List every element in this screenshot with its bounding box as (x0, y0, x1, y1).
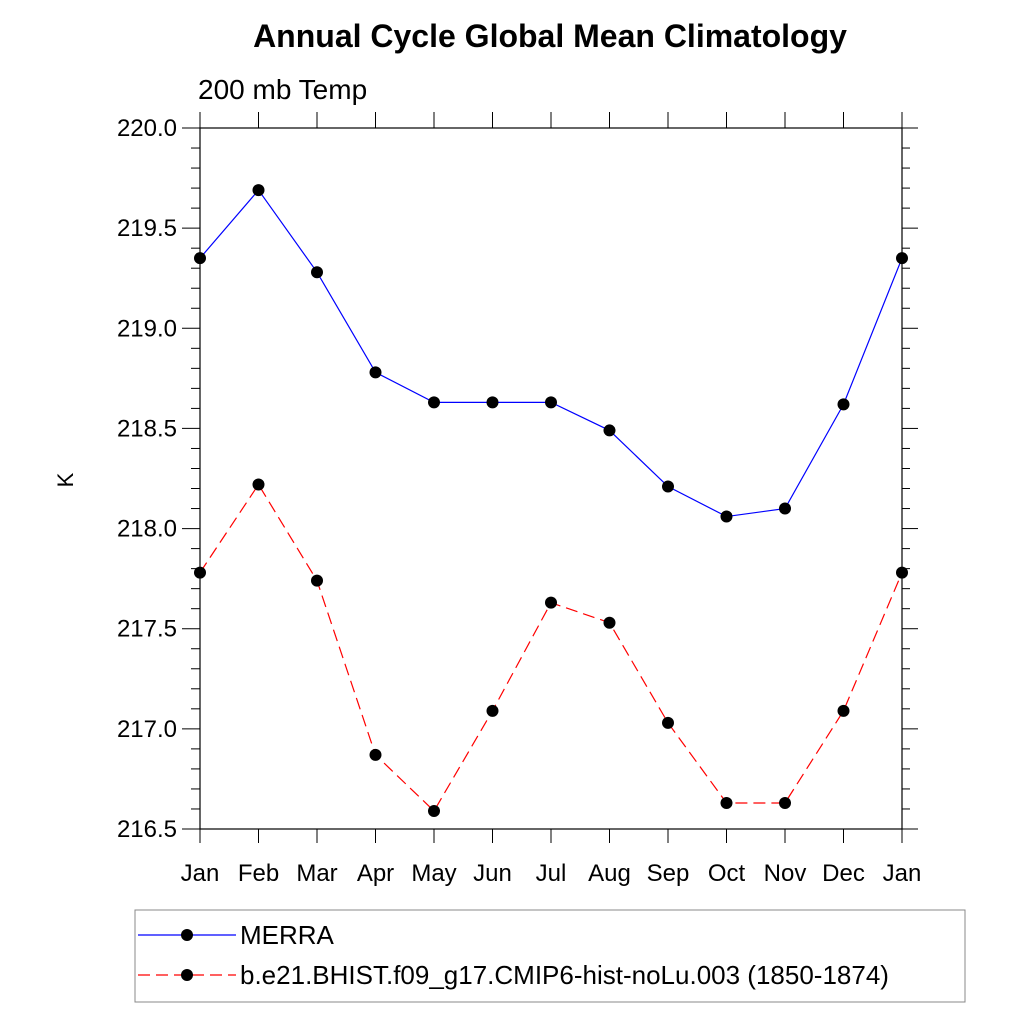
legend-marker-2 (181, 969, 193, 981)
legend-label-2: b.e21.BHIST.f09_g17.CMIP6-hist-noLu.003 … (240, 960, 889, 990)
series-1-point (252, 184, 265, 197)
series-1-point (194, 252, 206, 265)
x-tick-label: Jan (883, 860, 922, 887)
y-tick-label: 216.5 (117, 816, 177, 843)
x-tick-label: Aug (588, 860, 631, 887)
series-2-point (252, 478, 265, 491)
y-tick-label: 219.0 (117, 315, 177, 342)
series-layer (194, 184, 908, 817)
x-tick-label: Feb (238, 860, 279, 887)
series-2-point (779, 796, 791, 809)
x-tick-label: May (411, 860, 456, 887)
x-tick-label: Dec (822, 860, 865, 887)
series-2-point (545, 596, 557, 609)
series-1-point (837, 398, 850, 411)
y-tick-label: 219.5 (117, 215, 177, 242)
legend-marker-1 (181, 929, 193, 941)
plot-frame (199, 127, 903, 830)
series-line-2 (199, 483, 903, 812)
legend: MERRA b.e21.BHIST.f09_g17.CMIP6-hist-noLu… (134, 909, 966, 1003)
series-2-point (311, 574, 323, 587)
series-2-point (662, 716, 674, 729)
series-1-point (720, 510, 733, 523)
x-tick-label: Oct (708, 860, 746, 887)
x-tick-label: Jan (181, 860, 220, 887)
series-1-point (603, 424, 616, 437)
x-tick-label: Apr (357, 860, 394, 887)
series-1-point (779, 502, 791, 515)
x-tick-label: Sep (647, 860, 690, 887)
series-2-point (896, 566, 908, 579)
y-axis-label: K (53, 472, 78, 487)
x-tick-label: Jun (473, 860, 512, 887)
series-2-point (428, 804, 440, 817)
series-1-point (896, 252, 908, 265)
x-tick-label: Nov (764, 860, 807, 887)
legend-label-1: MERRA (240, 920, 335, 950)
series-2-point (720, 796, 733, 809)
x-tick-label: Jul (536, 860, 567, 887)
series-2-point (486, 704, 499, 717)
y-tick-label: 218.5 (117, 415, 177, 442)
y-tick-label: 217.5 (117, 616, 177, 643)
series-1-point (369, 366, 382, 379)
series-1-point (545, 396, 557, 409)
chart-title: Annual Cycle Global Mean Climatology (253, 18, 847, 54)
y-tick-label: 218.0 (117, 516, 177, 543)
series-1-point (662, 480, 674, 493)
series-2-point (369, 748, 382, 761)
series-2-point (603, 616, 616, 629)
y-tick-label: 217.0 (117, 716, 177, 743)
series-2-point (194, 566, 206, 579)
y-tick-label: 220.0 (117, 115, 177, 142)
x-tick-label: Mar (296, 860, 337, 887)
series-1-point (428, 396, 440, 409)
chart-subtitle: 200 mb Temp (198, 74, 367, 105)
series-2-point (837, 704, 850, 717)
series-1-point (486, 396, 499, 409)
series-line-1 (199, 189, 903, 518)
series-1-point (311, 266, 323, 279)
legend-box (134, 909, 966, 1003)
plot-area: 216.5 217.0 217.5 218.0 218.5 219.0 219.5 220.0… (117, 112, 921, 887)
